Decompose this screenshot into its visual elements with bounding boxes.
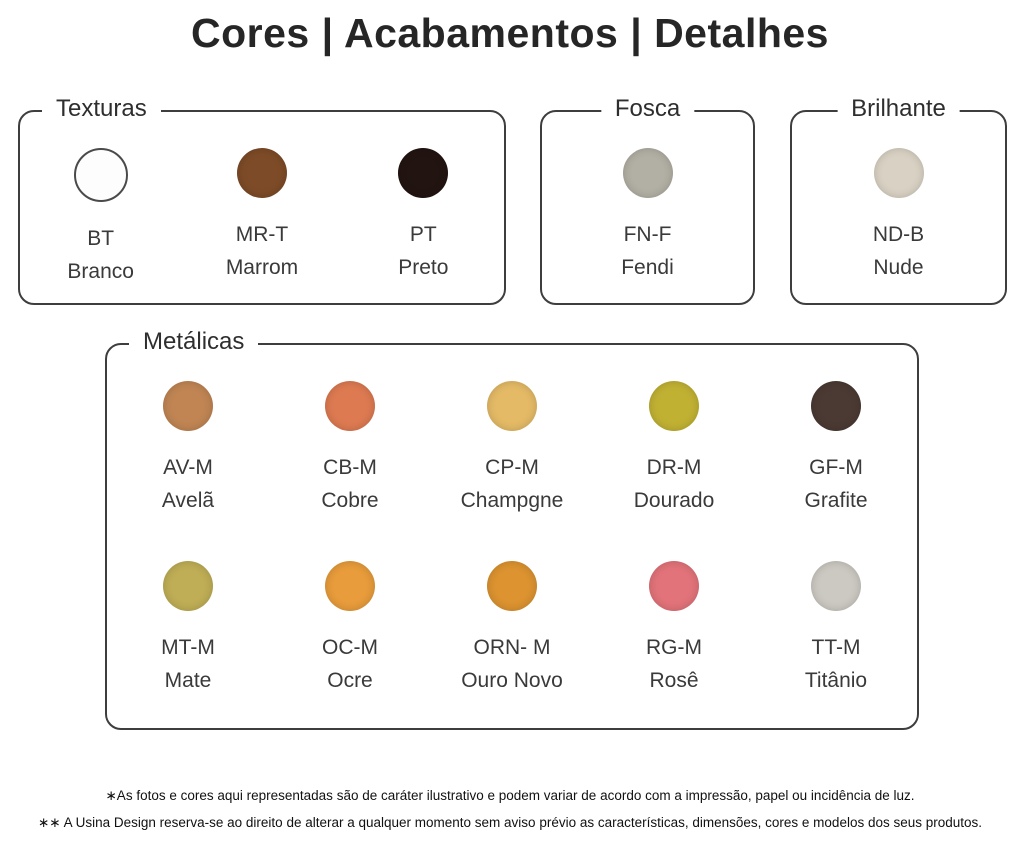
group-legend-fosca: Fosca	[600, 95, 695, 123]
group-box-fosca: Fosca FN-F Fendi	[540, 95, 755, 305]
swatch-code: OC-M	[322, 636, 378, 659]
color-option-pt-preto: PT Preto	[343, 148, 504, 303]
color-option-ocm-ocre: OC-M Ocre	[269, 561, 431, 741]
color-option-ttm-titanio: TT-M Titânio	[755, 561, 917, 741]
swatch-name: Branco	[67, 260, 134, 283]
swatch-avm-avela	[163, 381, 213, 431]
swatch-gfm-grafite	[811, 381, 861, 431]
swatch-name: Ouro Novo	[461, 669, 563, 692]
page-title: Cores | Acabamentos | Detalhes	[191, 10, 829, 56]
color-option-fnf-fendi: FN-F Fendi	[542, 148, 753, 303]
swatch-name: Nude	[873, 256, 924, 279]
footnotes: ∗As fotos e cores aqui representadas são…	[0, 782, 1020, 836]
brilhante-swatch-grid: ND-B Nude	[792, 112, 1005, 303]
color-option-mtm-mate: MT-M Mate	[107, 561, 269, 741]
footnote-illustrative: ∗As fotos e cores aqui representadas são…	[105, 788, 915, 803]
swatch-pt-preto	[398, 148, 449, 198]
group-box-brilhante: Brilhante ND-B Nude	[790, 95, 1007, 305]
swatch-code: RG-M	[646, 636, 702, 659]
swatch-cbm-cobre	[325, 381, 375, 431]
color-option-mrt-marrom: MR-T Marrom	[181, 148, 342, 303]
swatch-name: Grafite	[804, 489, 868, 512]
color-option-rgm-rose: RG-M Rosê	[593, 561, 755, 741]
swatch-code: MR-T	[235, 223, 289, 246]
fosca-swatch-grid: FN-F Fendi	[542, 112, 753, 303]
swatch-name: Marrom	[225, 256, 299, 279]
swatch-code: ND-B	[872, 223, 925, 246]
swatch-code: TT-M	[811, 636, 861, 659]
texturas-swatch-grid: BT Branco MR-T Marrom PT Preto	[20, 112, 504, 303]
swatch-drm-dourado	[649, 381, 699, 431]
swatch-code: MT-M	[161, 636, 215, 659]
swatch-name: Dourado	[633, 489, 715, 512]
color-option-drm-dourado: DR-M Dourado	[593, 381, 755, 561]
swatch-code: CB-M	[323, 456, 377, 479]
footnote-rights: ∗∗ A Usina Design reserva-se ao direito …	[37, 815, 983, 830]
color-option-ndb-nude: ND-B Nude	[792, 148, 1005, 303]
group-legend-texturas: Texturas	[42, 95, 161, 123]
group-legend-metalicas: Metálicas	[129, 328, 259, 356]
color-option-cpm-champgne: CP-M Champgne	[431, 381, 593, 561]
swatch-code: ORN- M	[473, 636, 551, 659]
swatch-code: BT	[87, 227, 115, 250]
swatch-cpm-champgne	[487, 381, 537, 431]
color-option-cbm-cobre: CB-M Cobre	[269, 381, 431, 561]
swatch-name: Fendi	[621, 256, 674, 279]
swatch-code: CP-M	[485, 456, 539, 479]
color-option-avm-avela: AV-M Avelã	[107, 381, 269, 561]
swatch-ttm-titanio	[811, 561, 861, 611]
color-option-gfm-grafite: GF-M Grafite	[755, 381, 917, 561]
swatch-code: DR-M	[646, 456, 702, 479]
swatch-name: Avelã	[161, 489, 215, 512]
swatch-rgm-rose	[649, 561, 699, 611]
swatch-name: Cobre	[321, 489, 379, 512]
swatch-code: PT	[409, 223, 437, 246]
swatch-mrt-marrom	[236, 148, 287, 198]
color-option-ornm-ouro-novo: ORN- M Ouro Novo	[431, 561, 593, 741]
swatch-ndb-nude	[873, 148, 924, 198]
swatch-mtm-mate	[163, 561, 213, 611]
group-box-texturas: Texturas BT Branco MR-T Marrom PT Preto	[18, 95, 506, 305]
swatch-name: Champgne	[460, 489, 564, 512]
swatch-name: Titânio	[804, 669, 868, 692]
swatch-fnf-fendi	[622, 148, 673, 198]
swatch-name: Mate	[164, 669, 212, 692]
swatch-code: AV-M	[163, 456, 213, 479]
group-legend-brilhante: Brilhante	[837, 95, 960, 123]
swatch-code: GF-M	[809, 456, 863, 479]
swatch-bt-branco	[73, 148, 128, 202]
metalicas-swatch-grid: AV-M Avelã CB-M Cobre CP-M Champgne DR-M…	[107, 345, 917, 728]
swatch-name: Preto	[398, 256, 449, 279]
swatch-ornm-ouro-novo	[487, 561, 537, 611]
swatch-name: Ocre	[327, 669, 373, 692]
swatch-ocm-ocre	[325, 561, 375, 611]
color-option-bt-branco: BT Branco	[20, 148, 181, 303]
swatch-name: Rosê	[649, 669, 699, 692]
swatch-code: FN-F	[623, 223, 672, 246]
group-box-metalicas: Metálicas AV-M Avelã CB-M Cobre CP-M Cha…	[105, 328, 919, 730]
